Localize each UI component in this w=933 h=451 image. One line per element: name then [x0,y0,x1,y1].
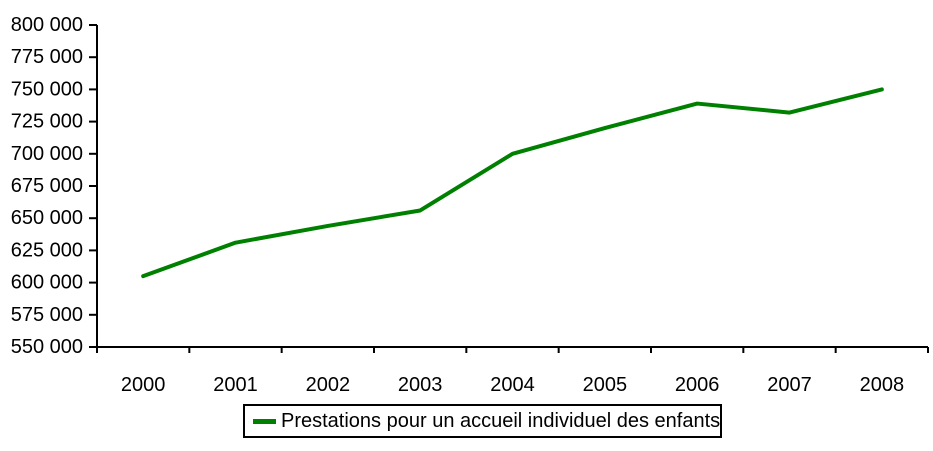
y-tick-label: 750 000 [11,78,83,100]
x-tick-label: 2003 [398,374,443,396]
legend-label: Prestations pour un accueil individuel d… [281,409,721,432]
x-tick-label: 2004 [490,374,535,396]
x-tick-label: 2002 [306,374,351,396]
legend: Prestations pour un accueil individuel d… [243,404,722,438]
y-tick-label: 550 000 [11,336,83,358]
x-tick-label: 2008 [860,374,905,396]
x-tick-label: 2000 [121,374,166,396]
x-tick-label: 2006 [675,374,720,396]
y-tick-label: 625 000 [11,239,83,261]
x-tick-label: 2007 [767,374,812,396]
y-tick-label: 575 000 [11,304,83,326]
y-tick-label: 725 000 [11,111,83,133]
x-tick-label: 2001 [213,374,258,396]
y-tick-label: 800 000 [11,14,83,36]
y-tick-label: 675 000 [11,175,83,197]
y-tick-label: 600 000 [11,272,83,294]
y-tick-label: 775 000 [11,46,83,68]
series-line [141,87,884,279]
y-tick-label: 650 000 [11,207,83,229]
y-tick-label: 700 000 [11,143,83,165]
x-tick-label: 2005 [583,374,628,396]
legend-line-marker [253,418,276,424]
